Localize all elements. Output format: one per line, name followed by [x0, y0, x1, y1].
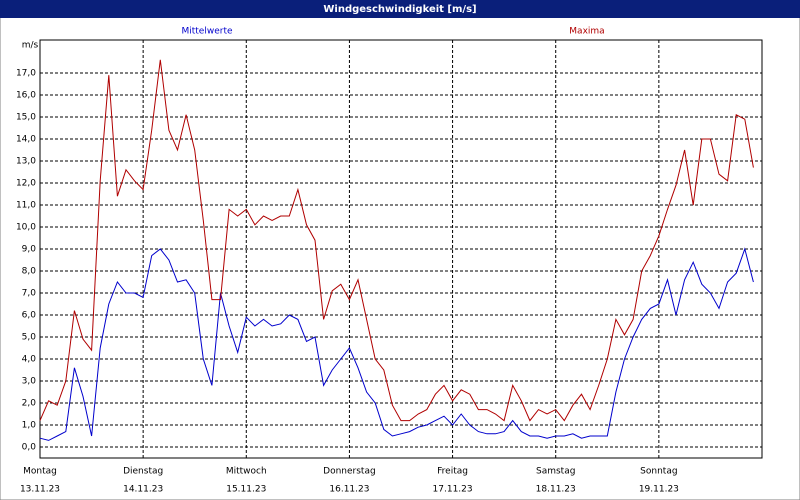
y-tick-label: 17,0: [16, 69, 36, 79]
x-tick-date: 18.11.23: [536, 485, 576, 495]
y-tick-label: 11,0: [16, 201, 36, 211]
y-tick-label: 0,0: [22, 443, 37, 453]
legend-label: Mittelwerte: [181, 27, 232, 37]
x-tick-label: Samstag: [536, 467, 575, 477]
x-tick-label: Dienstag: [123, 467, 163, 477]
y-axis-label: m/s: [22, 41, 39, 51]
y-tick-label: 2,0: [22, 399, 37, 409]
legend-label: Maxima: [569, 27, 604, 37]
y-tick-label: 10,0: [16, 223, 36, 233]
x-tick-label: Montag: [23, 467, 57, 477]
series-line: [39, 59, 754, 422]
x-tick-label: Sonntag: [640, 467, 677, 477]
y-tick-label: 5,0: [22, 333, 37, 343]
y-tick-label: 1,0: [22, 421, 37, 431]
x-tick-date: 19.11.23: [639, 485, 679, 495]
y-tick-label: 14,0: [16, 135, 36, 145]
title-bar: [0, 0, 800, 18]
y-tick-label: 3,0: [22, 377, 37, 387]
y-tick-label: 15,0: [16, 113, 36, 123]
x-tick-date: 14.11.23: [123, 485, 163, 495]
x-tick-label: Freitag: [437, 467, 468, 477]
x-tick-label: Mittwoch: [226, 467, 267, 477]
y-tick-label: 6,0: [22, 311, 37, 321]
x-tick-date: 16.11.23: [329, 485, 369, 495]
y-tick-label: 7,0: [22, 289, 37, 299]
y-tick-label: 13,0: [16, 157, 36, 167]
x-tick-label: Donnerstag: [323, 467, 376, 477]
y-tick-label: 9,0: [22, 245, 37, 255]
y-tick-label: 4,0: [22, 355, 37, 365]
x-tick-date: 17.11.23: [433, 485, 473, 495]
series-line: [39, 247, 754, 441]
y-tick-label: 12,0: [16, 179, 36, 189]
x-tick-date: 15.11.23: [226, 485, 266, 495]
chart-title: Windgeschwindigkeit [m/s]: [323, 4, 476, 15]
x-tick-date: 13.11.23: [20, 485, 60, 495]
y-tick-label: 16,0: [16, 91, 36, 101]
y-tick-label: 8,0: [22, 267, 37, 277]
